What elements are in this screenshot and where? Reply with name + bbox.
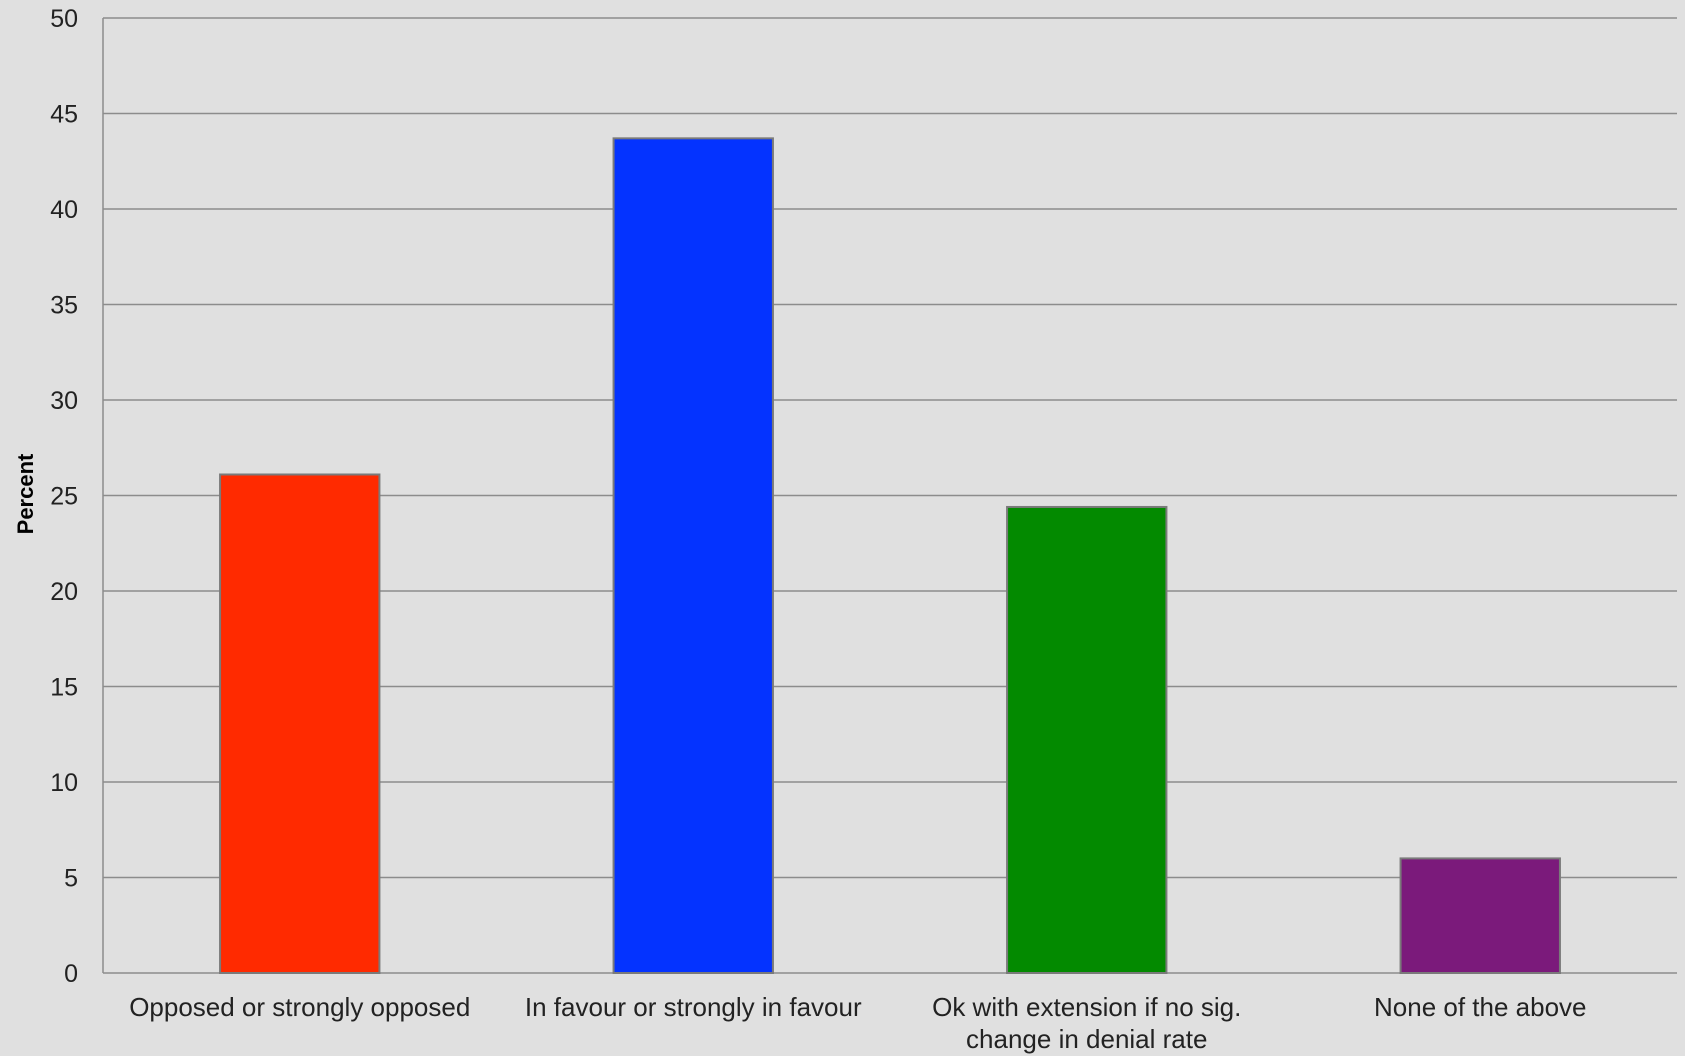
y-tick-label: 10 xyxy=(50,769,78,797)
x-tick-label: Opposed or strongly opposed xyxy=(129,992,470,1022)
x-tick-label-line: Ok with extension if no sig. xyxy=(932,992,1241,1022)
bar xyxy=(1399,857,1561,975)
x-tick-label: Ok with extension if no sig. change in de… xyxy=(932,992,1241,1054)
y-tick-label: 50 xyxy=(50,5,78,33)
x-tick-label-line: In favour or strongly in favour xyxy=(525,992,862,1022)
x-tick-label-line: change in denial rate xyxy=(966,1024,1207,1054)
bars xyxy=(219,137,1561,975)
x-tick-label: In favour or strongly in favour xyxy=(525,992,862,1022)
y-tick-label: 25 xyxy=(50,483,78,511)
y-tick-label: 35 xyxy=(50,292,78,320)
x-tick-label-line: None of the above xyxy=(1374,992,1587,1022)
y-tick-labels: 0 5 10 15 20 25 30 35 40 45 50 xyxy=(50,5,78,988)
bar xyxy=(1006,505,1168,974)
bar xyxy=(219,473,381,974)
x-tick-label: None of the above xyxy=(1374,992,1587,1022)
x-tick-label-line: Opposed or strongly opposed xyxy=(129,992,470,1022)
y-tick-label: 0 xyxy=(64,960,78,988)
category-labels: Opposed or strongly opposed In favour or … xyxy=(129,992,1586,1054)
y-axis-title: Percent xyxy=(13,453,38,534)
bar xyxy=(612,137,774,974)
y-tick-label: 5 xyxy=(64,865,78,893)
y-tick-label: 20 xyxy=(50,578,78,606)
y-tick-label: 40 xyxy=(50,196,78,224)
y-tick-label: 45 xyxy=(50,101,78,129)
y-tick-label: 15 xyxy=(50,674,78,702)
y-tick-label: 30 xyxy=(50,387,78,415)
